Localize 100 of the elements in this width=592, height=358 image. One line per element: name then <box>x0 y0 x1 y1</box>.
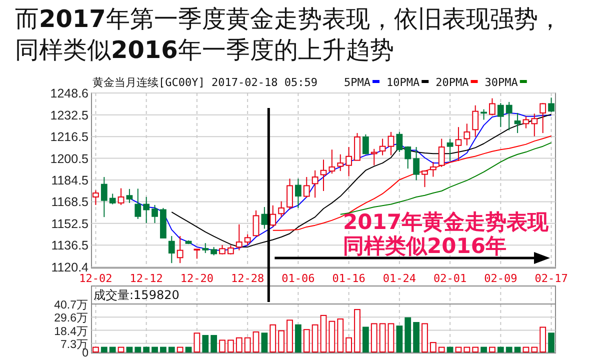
candlestick <box>202 242 209 254</box>
legend-label: 10PMA <box>386 76 420 89</box>
candlestick <box>472 104 479 138</box>
bar <box>438 346 445 352</box>
bar <box>294 324 302 352</box>
bar <box>270 324 276 352</box>
candlestick <box>303 176 310 198</box>
candlestick <box>531 113 538 137</box>
bar <box>370 323 378 352</box>
bar <box>286 320 293 352</box>
candlestick <box>219 244 226 255</box>
bar <box>236 337 242 352</box>
y-tick-label: 1200.5 <box>50 152 89 166</box>
x-tick-label: 12-20 <box>180 272 214 285</box>
bar <box>134 346 142 352</box>
bar <box>202 334 209 352</box>
candlestick <box>270 204 276 228</box>
bar <box>118 346 124 352</box>
x-tick-label: 12-28 <box>231 272 264 285</box>
bar <box>489 346 496 352</box>
x-tick-label: 12-02 <box>79 272 112 285</box>
candlestick <box>404 146 412 170</box>
y-tick-label: 1184.5 <box>51 174 89 188</box>
x-tick-label: 01-24 <box>382 272 416 285</box>
candlestick <box>143 196 150 224</box>
candlestick <box>497 102 504 128</box>
candlestick <box>328 149 336 174</box>
bar <box>126 346 133 352</box>
bar <box>362 326 369 352</box>
bar <box>152 346 158 352</box>
candlestick <box>337 154 344 172</box>
candlestick <box>286 178 293 210</box>
bar <box>388 323 394 352</box>
candlestick <box>396 131 403 153</box>
bar <box>354 309 360 352</box>
bar <box>506 346 512 352</box>
candlestick <box>362 134 369 155</box>
candlestick <box>294 178 302 208</box>
bar <box>455 346 462 352</box>
bar <box>540 326 546 352</box>
candlestick <box>312 170 318 198</box>
y-tick-label: 1120.4 <box>51 260 89 274</box>
x-tick-label: 01-06 <box>282 272 315 285</box>
candlestick <box>548 97 554 112</box>
candlestick <box>354 132 360 161</box>
x-tick-label: 12-12 <box>130 272 163 285</box>
bar <box>244 337 251 352</box>
candlestick <box>134 188 142 220</box>
candlestick <box>236 224 242 251</box>
bar <box>497 346 504 352</box>
y-tick-label: 29.6万 <box>54 312 88 325</box>
bar <box>194 332 200 352</box>
candlestick <box>388 131 394 156</box>
bar <box>252 331 260 352</box>
y-tick-label: 1136.5 <box>51 238 89 253</box>
chart-subtitle: 黄金当月连续[GC00Y] 2017-02-18 05:59 <box>92 76 318 89</box>
text: 成交量:159820 <box>94 288 180 302</box>
candlestick <box>438 138 445 168</box>
candlestick <box>109 193 116 205</box>
bar <box>320 314 327 352</box>
x-tick-label: 02-01 <box>433 272 467 285</box>
bar <box>379 323 386 352</box>
candlestick <box>446 138 454 162</box>
candlestick <box>92 190 99 206</box>
bar <box>413 322 420 352</box>
bar <box>185 346 192 352</box>
candlestick <box>152 204 158 224</box>
bar <box>210 334 218 352</box>
candlestick <box>346 146 352 177</box>
candlestick <box>168 236 175 264</box>
bar <box>548 332 554 352</box>
candlestick <box>100 176 108 218</box>
bar <box>404 317 412 352</box>
bar <box>446 346 454 352</box>
bar <box>480 346 487 352</box>
bar <box>472 346 479 352</box>
legend-label: 30PMA <box>484 76 518 89</box>
candlestick <box>430 161 436 178</box>
candlestick <box>278 200 285 218</box>
bar <box>312 324 318 352</box>
candlestick <box>455 126 462 162</box>
candlestick <box>480 108 487 120</box>
x-tick-label: 02-09 <box>484 272 518 285</box>
bar <box>430 342 436 352</box>
legend-label: 5PMA <box>344 76 371 89</box>
candlestick <box>252 210 260 237</box>
y-tick-label: 1232.5 <box>50 108 89 122</box>
bar <box>464 346 470 352</box>
candlestick <box>422 170 428 188</box>
bar <box>531 346 538 352</box>
x-tick-label: 01-16 <box>332 272 366 285</box>
bar <box>176 346 184 352</box>
candlestick <box>514 112 521 134</box>
candlestick <box>506 101 512 131</box>
y-tick-label: 1168.5 <box>51 195 89 210</box>
y-tick-label: 1152.5 <box>51 216 89 231</box>
candlestick <box>413 146 420 181</box>
bar <box>109 346 116 352</box>
bar <box>143 346 150 352</box>
y-tick-label: 1248.6 <box>50 86 89 100</box>
